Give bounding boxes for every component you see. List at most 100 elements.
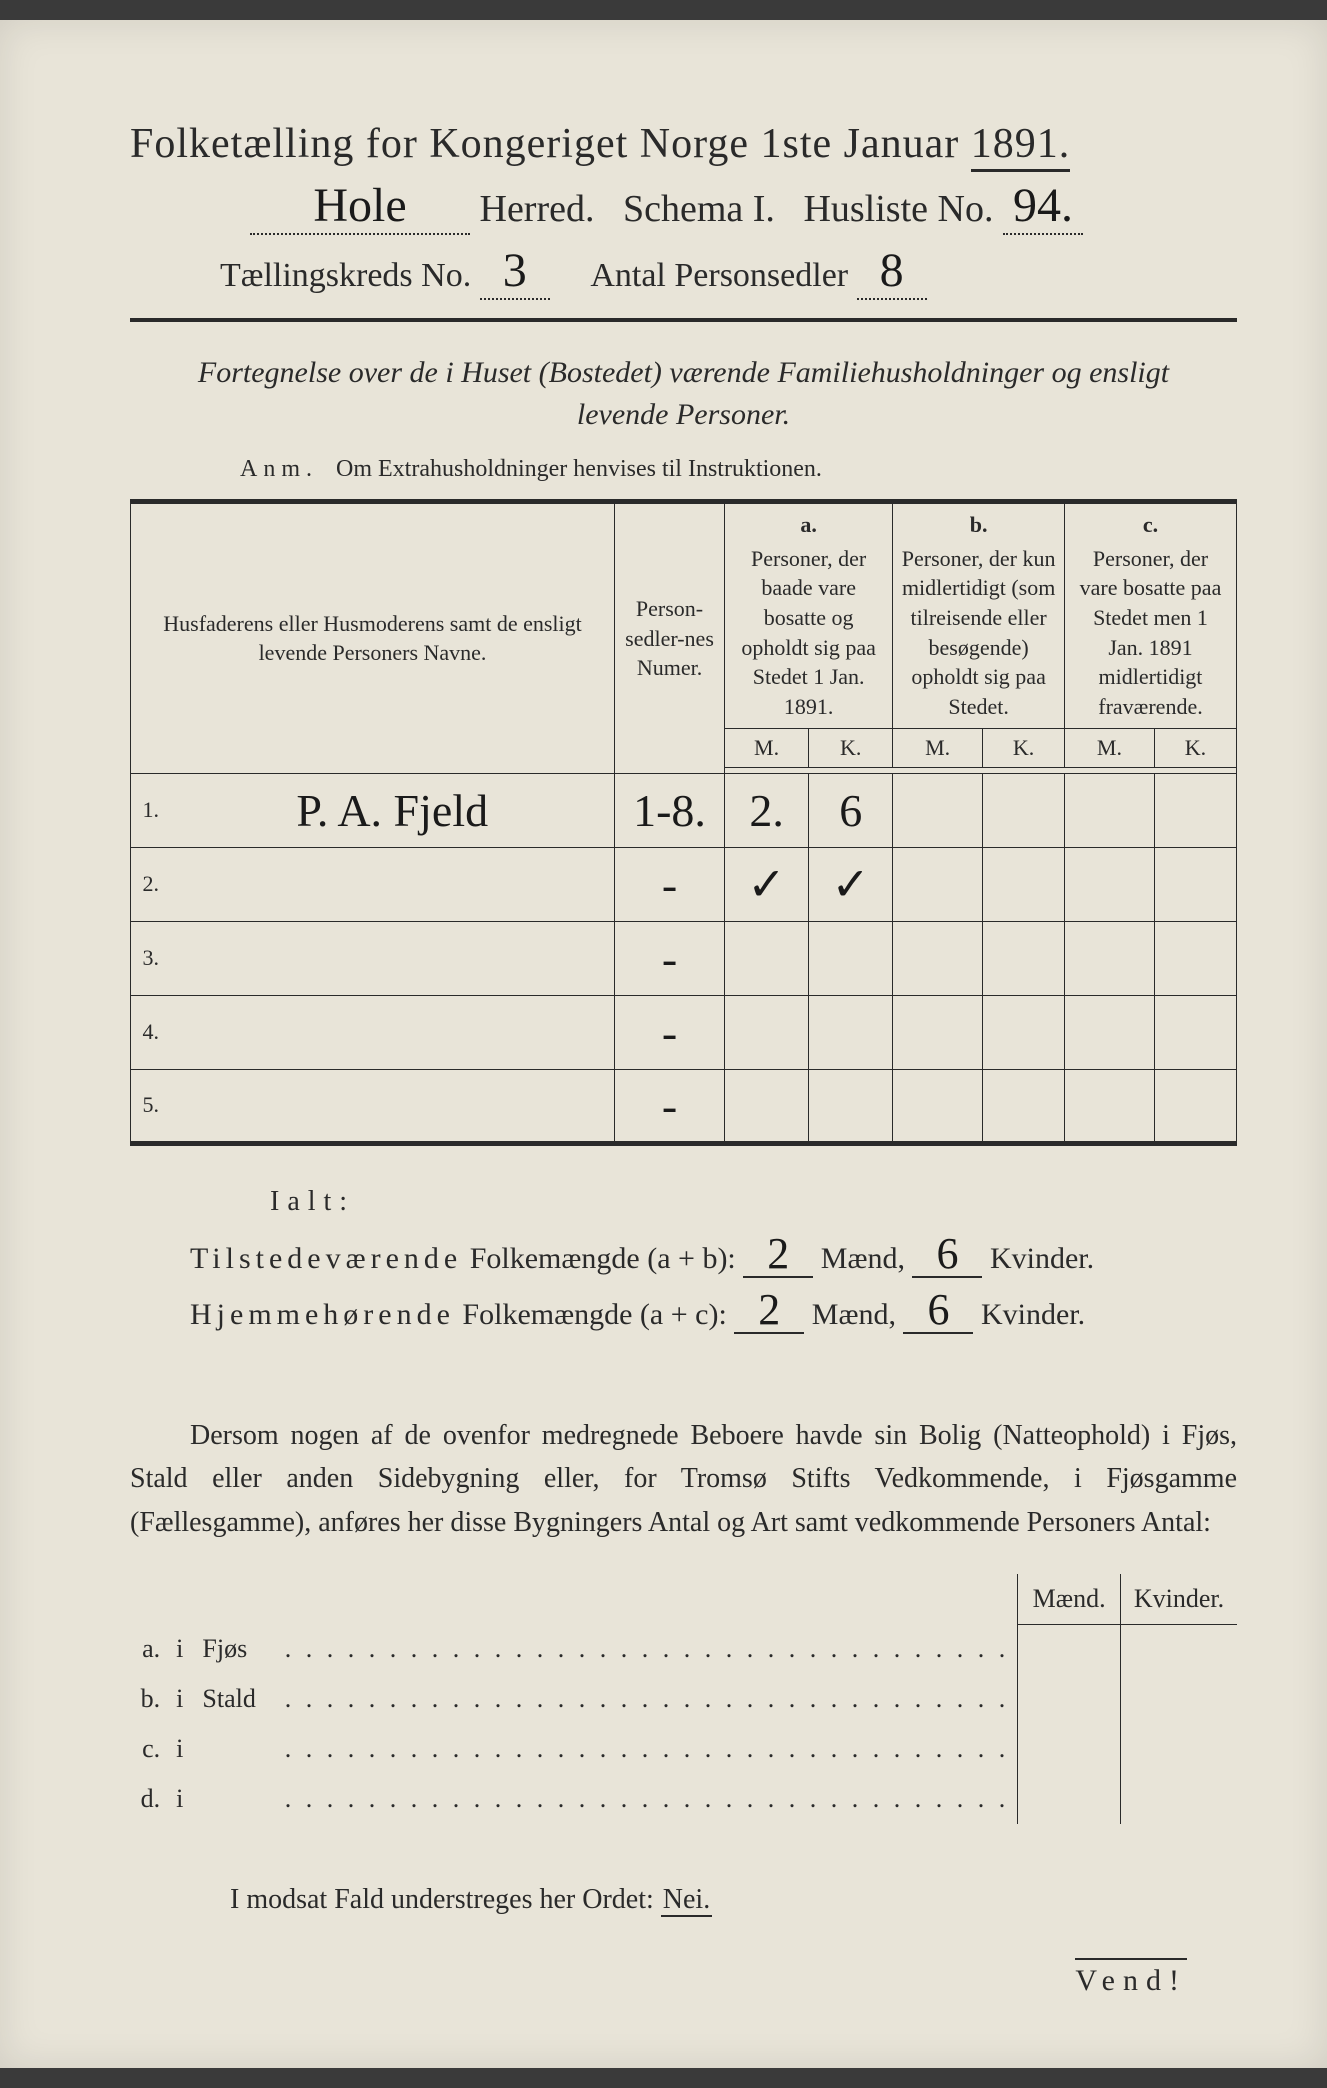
maend-label: Mænd,: [821, 1242, 905, 1275]
building-row: d.i . . . . . . . . . . . . . . . . . . .…: [130, 1774, 1237, 1824]
row-a-k: [809, 995, 893, 1069]
row-c-k: [1154, 847, 1236, 921]
col-c: c. Personer, der vare bosatte paa Stedet…: [1065, 502, 1237, 729]
row-num: 2.: [131, 847, 171, 921]
row-name: [171, 847, 615, 921]
lower-dots: . . . . . . . . . . . . . . . . . . . . …: [277, 1724, 1018, 1774]
row-name: [171, 1069, 615, 1143]
row-c-m: [1065, 921, 1155, 995]
row-b-m: [893, 773, 983, 847]
instruction-paragraph: Dersom nogen af de ovenfor medregnede Be…: [130, 1414, 1237, 1544]
row-num: 5.: [131, 1069, 171, 1143]
row-a-m: [725, 1069, 809, 1143]
row-c-k: [1154, 1069, 1236, 1143]
building-row: b.iStald. . . . . . . . . . . . . . . . …: [130, 1674, 1237, 1724]
row-c-m: [1065, 773, 1155, 847]
col-a-k: K.: [809, 728, 893, 767]
lower-m: [1018, 1624, 1121, 1674]
row-b-k: [983, 921, 1065, 995]
row-c-k: [1154, 773, 1236, 847]
herred-label: Herred.: [480, 188, 595, 230]
row-b-k: [983, 995, 1065, 1069]
row-numer: -: [615, 921, 725, 995]
row-a-m: [725, 921, 809, 995]
lower-table-wrap: Mænd. Kvinder. a.iFjøs. . . . . . . . . …: [130, 1574, 1237, 1825]
lower-lbl: a.: [130, 1624, 168, 1674]
row-a-k: 6: [809, 773, 893, 847]
lower-lbl: b.: [130, 1674, 168, 1724]
lower-i: i: [168, 1774, 194, 1824]
fortegnelse-line1: Fortegnelse over de i Huset (Bostedet) v…: [198, 356, 1169, 389]
modsat-text: I modsat Fald understreges her Ordet:: [230, 1884, 654, 1915]
row-b-m: [893, 847, 983, 921]
col-b: b. Personer, der kun midlertidigt (som t…: [893, 502, 1065, 729]
lower-type: Stald: [194, 1674, 276, 1724]
building-row: a.iFjøs. . . . . . . . . . . . . . . . .…: [130, 1624, 1237, 1674]
lower-dots: . . . . . . . . . . . . . . . . . . . . …: [277, 1674, 1018, 1724]
table-row: 4. -: [131, 995, 1237, 1069]
kvinder-label-2: Kvinder.: [981, 1298, 1085, 1331]
row-name: [171, 995, 615, 1069]
col-c-k: K.: [1154, 728, 1236, 767]
lower-m: [1018, 1674, 1121, 1724]
row-num: 3.: [131, 921, 171, 995]
col-a: a. Personer, der baade vare bosatte og o…: [725, 502, 893, 729]
lower-i: i: [168, 1724, 194, 1774]
row-c-m: [1065, 847, 1155, 921]
row-b-m: [893, 921, 983, 995]
building-table: Mænd. Kvinder. a.iFjøs. . . . . . . . . …: [130, 1574, 1237, 1825]
row-c-m: [1065, 1069, 1155, 1143]
row-name: [171, 921, 615, 995]
household-table: Husfaderens eller Husmoderens samt de en…: [130, 499, 1237, 1146]
rule-1: [130, 318, 1237, 322]
lower-k: [1120, 1724, 1237, 1774]
lower-k: [1120, 1674, 1237, 1724]
table-row: 5.-: [131, 1069, 1237, 1143]
l1-label-b: Folkemængde (a + b):: [470, 1242, 736, 1275]
vend-label: Vend!: [1075, 1958, 1187, 1998]
lower-type: [194, 1774, 276, 1824]
lower-lbl: d.: [130, 1774, 168, 1824]
lower-lbl: c.: [130, 1724, 168, 1774]
lower-type: [194, 1724, 276, 1774]
l2-m: 2: [758, 1292, 780, 1327]
lower-k: [1120, 1624, 1237, 1674]
totals-line-1: Tilstedeværende Folkemængde (a + b): 2 M…: [190, 1236, 1237, 1278]
schema-label: Schema I.: [623, 188, 775, 230]
row-numer: -: [615, 995, 725, 1069]
table-row: 1.P. A. Fjeld1-8.2.6: [131, 773, 1237, 847]
row-num: 1.: [131, 773, 171, 847]
l1-k: 6: [936, 1236, 958, 1271]
lower-k: [1120, 1774, 1237, 1824]
maend-label-2: Mænd,: [812, 1298, 896, 1331]
lower-i: i: [168, 1624, 194, 1674]
fortegnelse-line2: levende Personer.: [577, 398, 790, 431]
husliste-no: 94.: [1013, 178, 1073, 233]
building-row: c.i . . . . . . . . . . . . . . . . . . .…: [130, 1724, 1237, 1774]
row-a-k: [809, 921, 893, 995]
lower-kvinder: Kvinder.: [1120, 1574, 1237, 1625]
totals-block: Ialt: Tilstedeværende Folkemængde (a + b…: [130, 1186, 1237, 1334]
lower-dots: . . . . . . . . . . . . . . . . . . . . …: [277, 1774, 1018, 1824]
table-row: 2.-✓✓: [131, 847, 1237, 921]
col-a-m: M.: [725, 728, 809, 767]
l2-label-a: Hjemmehørende: [190, 1298, 455, 1331]
table-row: 3. -: [131, 921, 1237, 995]
row-a-k: ✓: [809, 847, 893, 921]
l2-k: 6: [927, 1292, 949, 1327]
herred-handwritten: Hole: [313, 178, 406, 233]
title-year: 1891.: [971, 121, 1071, 172]
title-prefix: Folketælling for Kongeriget Norge 1ste J…: [130, 121, 959, 167]
row-c-m: [1065, 995, 1155, 1069]
fortegnelse: Fortegnelse over de i Huset (Bostedet) v…: [130, 352, 1237, 436]
row-num: 4.: [131, 995, 171, 1069]
kreds-line: Tællingskreds No. 3 Antal Personsedler 8: [130, 243, 1237, 300]
row-numer: 1-8.: [615, 773, 725, 847]
lower-m: [1018, 1724, 1121, 1774]
row-b-m: [893, 995, 983, 1069]
row-b-k: [983, 1069, 1065, 1143]
l1-m: 2: [767, 1236, 789, 1271]
personsedler-no: 8: [880, 243, 904, 298]
lower-dots: . . . . . . . . . . . . . . . . . . . . …: [277, 1624, 1018, 1674]
lower-m: [1018, 1774, 1121, 1824]
